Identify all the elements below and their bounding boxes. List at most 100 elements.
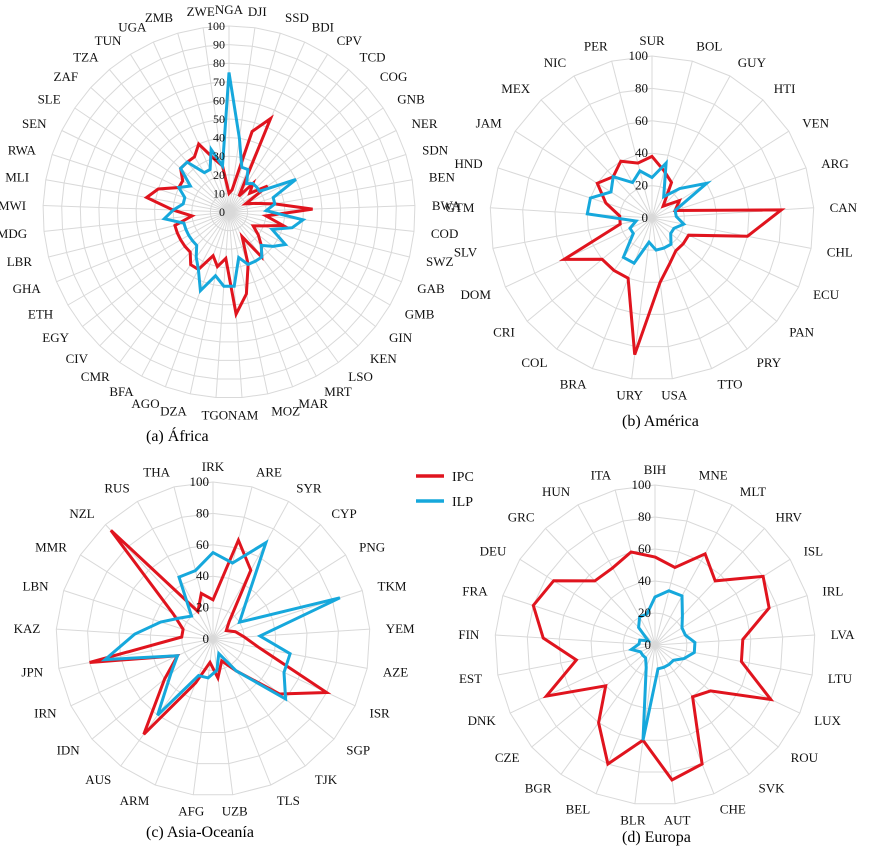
category-label: DZA: [160, 404, 187, 419]
category-label: ISL: [804, 544, 824, 559]
series-ilp: [100, 539, 341, 717]
category-label: BGR: [525, 780, 552, 795]
category-label: JPN: [21, 664, 43, 679]
category-label: ISR: [370, 706, 391, 721]
grid-spoke: [545, 528, 656, 646]
grid-spoke: [212, 638, 306, 767]
grid-spoke: [651, 217, 799, 288]
category-label: LSO: [348, 369, 373, 384]
category-label: TGO: [201, 408, 228, 423]
grid-spoke: [228, 211, 410, 258]
grid-spoke: [212, 628, 370, 640]
category-label: HND: [455, 156, 483, 171]
grid-ring: [522, 87, 782, 348]
grid-spoke: [173, 486, 214, 640]
category-label: GNB: [397, 92, 425, 107]
category-label: BEL: [566, 802, 591, 817]
grid-spoke: [505, 217, 653, 288]
series-ilp: [161, 72, 307, 295]
grid-spoke: [560, 644, 656, 775]
category-label: COD: [431, 226, 458, 241]
category-label: SVK: [759, 780, 786, 795]
grid-spoke: [540, 99, 653, 219]
grid-spoke: [70, 638, 214, 707]
category-label: YEM: [386, 621, 415, 636]
grid-spoke: [99, 211, 230, 347]
category-label: TCD: [360, 50, 386, 65]
radar-grid: [494, 484, 816, 805]
grid-spoke: [228, 211, 294, 387]
category-label: SLE: [38, 92, 61, 107]
category-label: DNK: [468, 713, 497, 728]
series-ipc: [89, 529, 332, 736]
grid-spoke: [228, 211, 376, 327]
category-label: NAM: [228, 408, 259, 423]
category-label: VEN: [802, 116, 829, 131]
grid-spoke: [82, 211, 230, 327]
grid-spoke: [654, 644, 750, 775]
radial-tick-label: 80: [635, 80, 648, 95]
grid-spoke: [129, 54, 230, 213]
radial-tick-label: 40: [196, 568, 209, 583]
grid-ring: [590, 580, 720, 709]
grid-ring: [558, 548, 752, 741]
radial-tick-label: 40: [638, 573, 651, 588]
grid-spoke: [74, 107, 230, 213]
category-label: ITA: [591, 468, 612, 483]
category-label: DOM: [461, 287, 492, 302]
grid-spoke: [228, 205, 415, 213]
grid-spoke: [531, 644, 656, 748]
category-label: SYR: [296, 480, 322, 495]
grid-spoke: [45, 179, 230, 213]
grid-ring: [118, 544, 308, 733]
radial-tick-label: 60: [196, 537, 209, 552]
category-label: ETH: [28, 307, 53, 322]
radar-grid: [42, 25, 416, 398]
radial-tick-label: 100: [632, 477, 652, 492]
grid-spoke: [514, 130, 653, 219]
grid-spoke: [228, 211, 339, 363]
radial-tick-label: 20: [638, 605, 651, 620]
radial-tick-label: 100: [629, 48, 649, 63]
grid-ring: [79, 62, 379, 361]
category-label: CPV: [337, 33, 363, 48]
grid-spoke: [591, 217, 653, 369]
category-label: PAN: [789, 325, 814, 340]
grid-spoke: [228, 130, 397, 213]
category-label: URY: [616, 388, 643, 403]
grid-spoke: [43, 205, 230, 213]
grid-spoke: [654, 595, 808, 646]
category-label: AUT: [664, 813, 691, 828]
category-label: ZAF: [54, 69, 79, 84]
grid-spoke: [509, 644, 656, 714]
category-label: CHE: [720, 802, 746, 817]
grid-spoke: [228, 211, 359, 347]
grid-spoke: [215, 211, 230, 398]
grid-ring: [61, 44, 397, 380]
grid-spoke: [164, 211, 230, 387]
grid-spoke: [654, 558, 791, 646]
category-label: BIH: [644, 462, 666, 477]
category-label: LBN: [23, 579, 50, 594]
category-label: ZMB: [145, 10, 174, 25]
category-label: MMR: [35, 539, 67, 554]
category-label: IDN: [57, 742, 81, 757]
grid-spoke: [573, 75, 653, 219]
category-label: HUN: [542, 484, 571, 499]
grid-spoke: [228, 211, 391, 306]
category-label: ZWE: [187, 4, 215, 19]
category-label: PNG: [359, 539, 385, 554]
category-label: EST: [459, 671, 482, 686]
grid-spoke: [228, 27, 256, 213]
category-label: MOZ: [271, 404, 300, 419]
category-label: SLV: [454, 244, 478, 259]
category-label: MAR: [298, 396, 328, 411]
grid-ring: [135, 118, 323, 306]
radial-tick-label: 20: [213, 168, 225, 182]
grid-spoke: [577, 504, 656, 646]
category-label: PER: [584, 39, 608, 54]
grid-spoke: [43, 211, 230, 232]
category-label: GTM: [446, 200, 475, 215]
